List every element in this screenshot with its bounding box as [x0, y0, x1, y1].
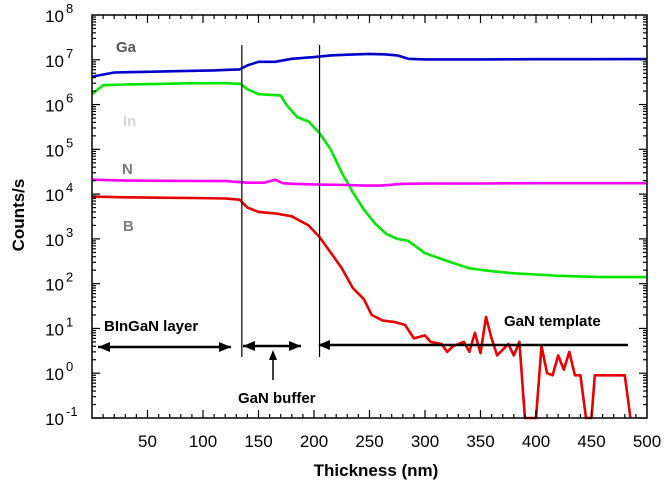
y-tick-label-exponent: 6 [66, 91, 73, 106]
y-tick-label: 10 [45, 276, 64, 295]
annotation-gan-template: GaN template [504, 313, 601, 330]
y-tick-label: 10 [45, 365, 64, 384]
arrow-gan-buffer-pointer-head [269, 350, 277, 360]
series-line-b [91, 195, 632, 420]
series-line-n [91, 178, 647, 187]
arrow-bingan-layer-head-right [219, 342, 231, 352]
annotation-gan-buffer: GaN buffer [238, 390, 316, 407]
x-tick-label: 500 [633, 432, 661, 451]
vertical-markers [241, 45, 321, 357]
annotations: BInGaN layer GaN buffer GaN template [98, 313, 628, 407]
y-tick-label: 10 [45, 231, 64, 250]
y-tick-label: 10 [45, 7, 64, 26]
x-tick-label: 150 [244, 432, 272, 451]
arrow-gan-buffer-head-right [289, 341, 301, 351]
arrow-gan-template-head [318, 340, 330, 350]
y-tick-label-exponent: 0 [66, 359, 73, 374]
annotation-arrows [98, 340, 628, 380]
y-tick-label-exponent: -1 [66, 404, 78, 419]
y-axis-title: Counts/s [9, 179, 28, 252]
series-lines [91, 52, 648, 420]
x-tick-label: 350 [466, 432, 494, 451]
arrow-gan-buffer-head-left [243, 341, 255, 351]
y-tick-label: 10 [45, 186, 64, 205]
y-tick-label: 10 [45, 52, 64, 71]
x-tick-label: 50 [138, 432, 157, 451]
x-tick-label: 100 [189, 432, 217, 451]
y-tick-label-exponent: 5 [66, 135, 73, 150]
x-tick-label: 200 [300, 432, 328, 451]
y-tick-label-exponent: 4 [66, 180, 73, 195]
x-ticks: 50 100 150 200 250 300 350 400 450 500 [102, 15, 661, 451]
y-tick-label: 10 [45, 97, 64, 116]
y-tick-label-exponent: 7 [66, 46, 73, 61]
y-tick-label: 10 [45, 141, 64, 160]
x-axis-title: Thickness (nm) [314, 461, 439, 480]
y-tick-label-exponent: 3 [66, 225, 73, 240]
series-labels: Ga In N B [116, 39, 137, 235]
series-label-ga: Ga [116, 39, 137, 56]
series-line-in [91, 81, 647, 279]
series-label-in: In [123, 113, 136, 130]
y-tick-label: 10 [45, 320, 64, 339]
x-tick-label: 400 [522, 432, 550, 451]
annotation-bingan-layer: BInGaN layer [104, 318, 198, 335]
series-line-ga [91, 52, 648, 78]
y-tick-label-exponent: 8 [66, 1, 73, 16]
y-tick-label: 10 [45, 410, 64, 429]
arrow-bingan-layer-head-left [98, 342, 110, 352]
series-label-b: B [123, 218, 134, 235]
x-tick-label: 300 [411, 432, 439, 451]
y-tick-label-exponent: 2 [66, 270, 73, 285]
series-label-n: N [122, 161, 133, 178]
x-tick-label: 450 [577, 432, 605, 451]
x-tick-label: 250 [355, 432, 383, 451]
y-tick-label-exponent: 1 [66, 314, 73, 329]
